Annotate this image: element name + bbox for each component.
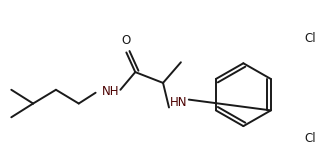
Text: HN: HN: [170, 96, 188, 109]
Text: Cl: Cl: [305, 32, 317, 45]
Text: Cl: Cl: [305, 132, 317, 145]
Text: NH: NH: [102, 85, 119, 98]
Text: O: O: [122, 34, 131, 46]
